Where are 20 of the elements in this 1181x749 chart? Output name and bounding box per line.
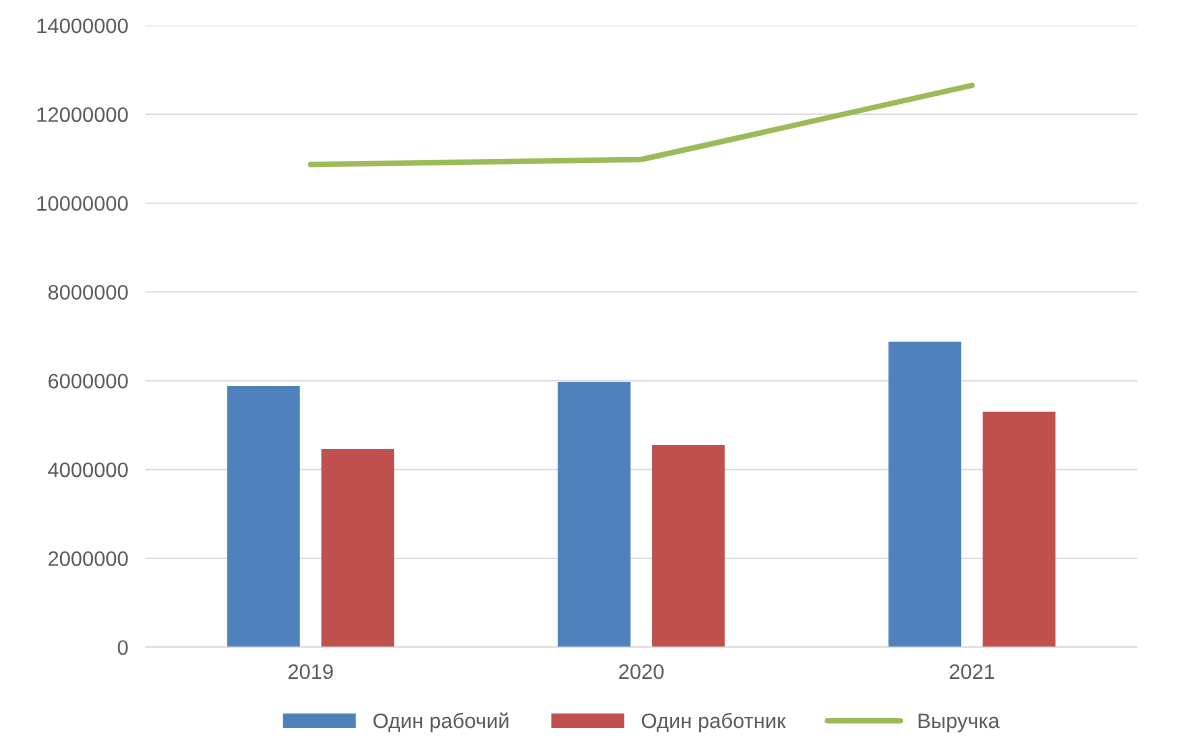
y-tick-label: 14000000	[37, 18, 128, 34]
bar	[888, 341, 962, 648]
legend-label: Один работник	[641, 712, 786, 733]
y-tick-label: 6000000	[48, 373, 128, 389]
x-tick-label: 2019	[288, 664, 333, 680]
y-tick-label: 2000000	[48, 551, 128, 567]
bar	[321, 449, 395, 648]
legend-label: Выручка	[918, 713, 1000, 733]
bar	[557, 382, 631, 648]
y-tick-label: 4000000	[47, 462, 128, 478]
bar	[652, 445, 725, 648]
x-tick-label: 2021	[949, 664, 995, 680]
y-tick-label: 8000000	[48, 284, 128, 300]
bar	[227, 386, 300, 648]
y-tick-label: 12000000	[37, 107, 128, 123]
legend-label: Один рабочий	[373, 712, 509, 733]
bar	[982, 411, 1056, 648]
x-tick-label: 2020	[619, 664, 664, 680]
y-tick-label: 10000000	[37, 196, 128, 211]
y-tick-label: 0	[117, 640, 128, 655]
